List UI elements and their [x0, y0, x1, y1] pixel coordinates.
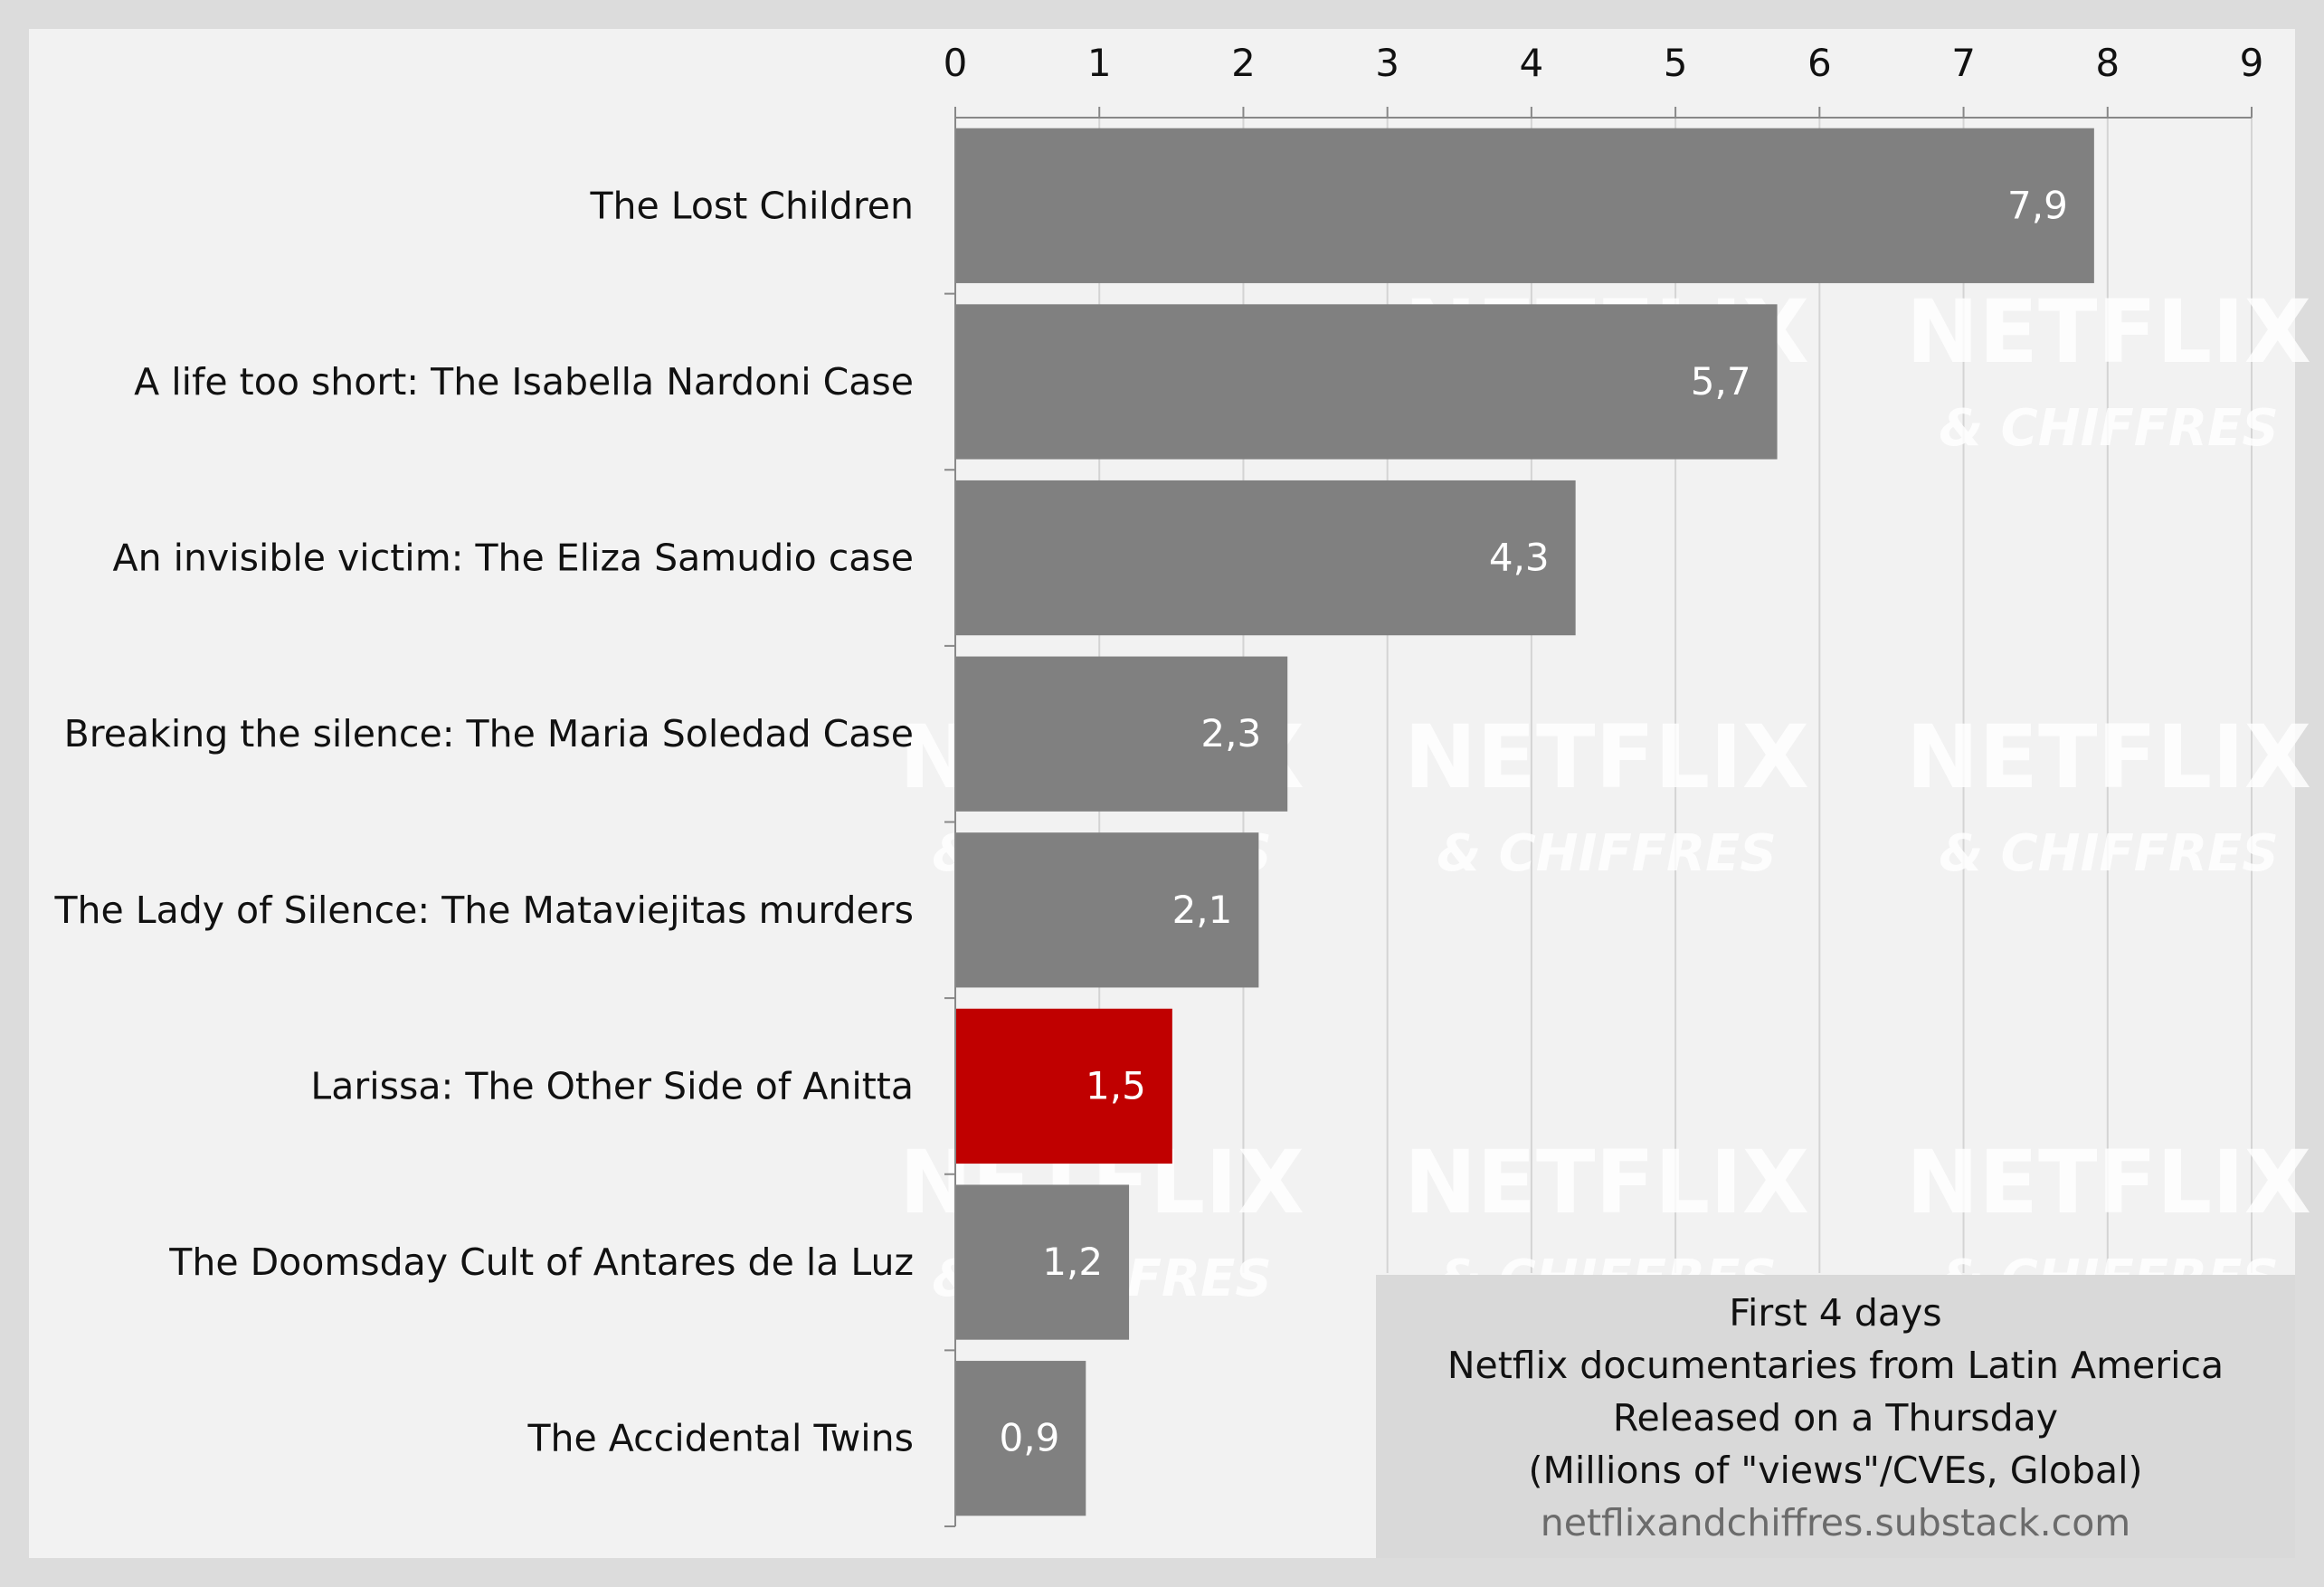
watermark-netflix: NETFLIX — [1404, 707, 1809, 808]
bar-value-label: 5,7 — [1691, 359, 1751, 404]
category-label: An invisible victim: The Eliza Samudio c… — [113, 537, 914, 580]
caption-line-2: Netflix documentaries from Latin America — [1447, 1344, 2224, 1387]
caption-line-3: Released on a Thursday — [1612, 1396, 2059, 1440]
watermark-chiffres: & CHIFFRES — [1437, 824, 1776, 883]
x-tick-label: 4 — [1520, 41, 1544, 85]
bar-value-label: 4,3 — [1489, 536, 1550, 580]
bars: 7,9 5,7 4,3 2,3 2,1 1,5 1,2 0,9 — [956, 128, 2094, 1516]
bar — [956, 656, 1288, 812]
bar — [956, 304, 1778, 460]
bar — [956, 1008, 1172, 1164]
watermark-netflix: NETFLIX — [1906, 707, 2311, 808]
x-tick-label: 5 — [1664, 41, 1688, 85]
x-tick-label: 8 — [2095, 41, 2120, 85]
x-tick-label: 9 — [2240, 41, 2264, 85]
bar — [956, 128, 2094, 283]
category-label: Breaking the silence: The Maria Soledad … — [64, 712, 914, 755]
x-tick-label: 0 — [944, 41, 968, 85]
category-label: The Lost Children — [589, 184, 914, 227]
category-label: The Accidental Twins — [527, 1417, 914, 1460]
category-label: A life too short: The Isabella Nardoni C… — [134, 360, 914, 404]
source-url: netflixandchiffres.substack.com — [1540, 1501, 2131, 1544]
category-label: The Doomsday Cult of Antares de la Luz — [168, 1240, 914, 1284]
watermark-chiffres: & CHIFFRES — [1939, 824, 2278, 883]
bar-value-label: 1,2 — [1042, 1240, 1103, 1284]
bar-value-label: 2,1 — [1172, 888, 1233, 932]
category-labels: The Lost Children A life too short: The I… — [53, 184, 914, 1459]
category-label: The Lady of Silence: The Mataviejitas mu… — [53, 889, 914, 932]
watermark-netflix: NETFLIX — [1906, 281, 2311, 383]
bar-value-label: 7,9 — [2007, 183, 2068, 227]
x-tick-label: 1 — [1087, 41, 1112, 85]
x-tick-label: 3 — [1375, 41, 1399, 85]
caption-line-1: First 4 days — [1729, 1291, 1942, 1335]
x-tick-label: 7 — [1951, 41, 1976, 85]
watermark-netflix: NETFLIX — [1404, 1132, 1809, 1233]
x-tick-label: 2 — [1231, 41, 1256, 85]
bar-value-label: 1,5 — [1086, 1063, 1146, 1107]
chart-caption-box: First 4 days Netflix documentaries from … — [1376, 1275, 2295, 1558]
x-tick-label: 6 — [1807, 41, 1832, 85]
bar — [956, 1184, 1130, 1340]
x-axis: 0 1 2 3 4 5 6 7 8 9 — [944, 41, 2264, 1527]
bar — [956, 1361, 1086, 1516]
bar — [956, 832, 1259, 988]
bar — [956, 480, 1576, 636]
bar-value-label: 0,9 — [1000, 1416, 1060, 1460]
category-label: Larissa: The Other Side of Anitta — [310, 1064, 914, 1107]
watermark-netflix: NETFLIX — [1906, 1132, 2311, 1233]
bar-value-label: 2,3 — [1200, 711, 1261, 755]
caption-line-4: (Millions of "views"/CVEs, Global) — [1528, 1449, 2143, 1492]
watermark-chiffres: & CHIFFRES — [1939, 399, 2278, 458]
